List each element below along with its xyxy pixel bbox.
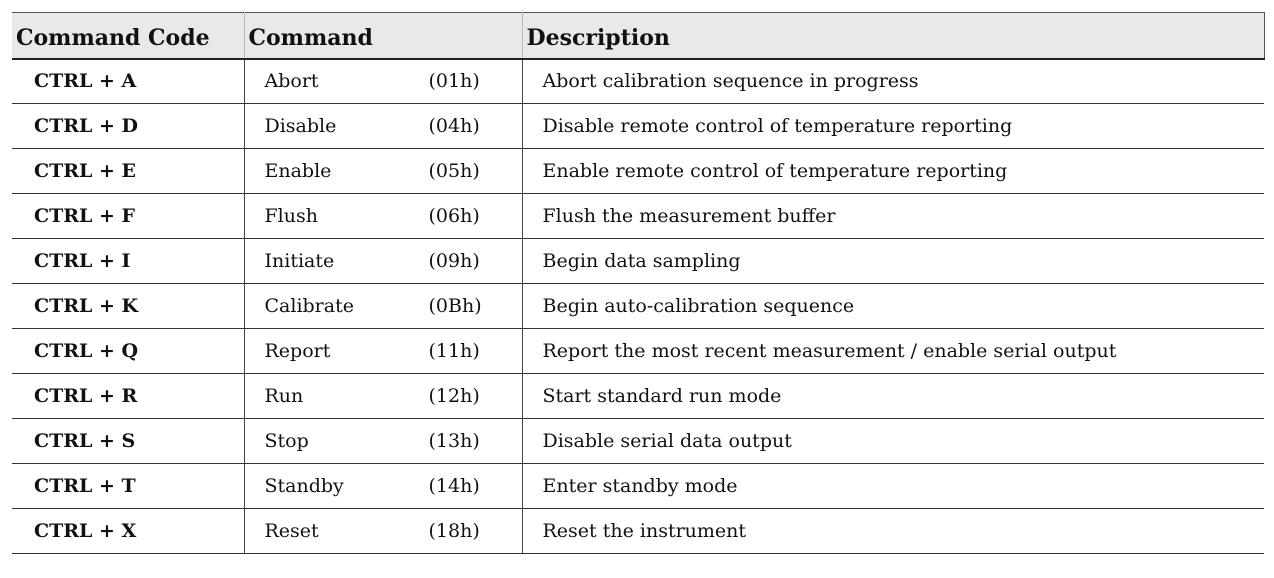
- command-code-cell: CTRL + Q: [12, 328, 245, 374]
- description-cell: Begin auto-calibration sequence: [522, 283, 1264, 329]
- command-code-cell: CTRL + T: [12, 463, 245, 509]
- table-row: CTRL + F Flush (06h) Flush the measurement …: [12, 193, 1264, 239]
- command-name: Stop: [264, 430, 309, 452]
- command-cell: Initiate (09h): [244, 238, 523, 284]
- command-name: Reset: [264, 520, 319, 542]
- command-name: Disable: [264, 115, 337, 137]
- command-code-cell: CTRL + I: [12, 238, 245, 284]
- description-cell: Flush the measurement buffer: [522, 193, 1264, 239]
- command-hex-value: (05h): [428, 160, 480, 182]
- table-row: CTRL + S Stop (13h) Disable serial data out…: [12, 418, 1264, 464]
- command-hex-value: (09h): [428, 250, 480, 272]
- command-name: Flush: [264, 205, 318, 227]
- command-hex-value: (18h): [428, 520, 480, 542]
- table-row: CTRL + E Enable (05h) Enable remote control…: [12, 148, 1264, 194]
- header-command-code: Command Code: [12, 12, 245, 60]
- description-cell: Reset the instrument: [522, 508, 1264, 554]
- description-cell: Enter standby mode: [522, 463, 1264, 509]
- description-cell: Abort calibration sequence in progress: [522, 58, 1264, 104]
- description-cell: Enable remote control of temperature rep…: [522, 148, 1264, 194]
- command-code-cell: CTRL + X: [12, 508, 245, 554]
- description-cell: Report the most recent measurement / ena…: [522, 328, 1264, 374]
- command-hex-value: (04h): [428, 115, 480, 137]
- command-code-cell: CTRL + A: [12, 58, 245, 104]
- header-command: Command: [244, 12, 523, 60]
- table-row: CTRL + Q Report (11h) Report the most recen…: [12, 328, 1264, 374]
- command-code-cell: CTRL + E: [12, 148, 245, 194]
- command-cell: Stop (13h): [244, 418, 523, 464]
- command-hex-value: (0Bh): [428, 295, 482, 317]
- command-hex-value: (12h): [428, 385, 480, 407]
- command-cell: Calibrate (0Bh): [244, 283, 523, 329]
- table-row: CTRL + K Calibrate (0Bh) Begin auto-calibra…: [12, 283, 1264, 329]
- header-row: Command Code Command Description: [12, 12, 1265, 60]
- command-cell: Standby (14h): [244, 463, 523, 509]
- command-hex-value: (06h): [428, 205, 480, 227]
- command-name: Calibrate: [264, 295, 354, 317]
- command-code-cell: CTRL + R: [12, 373, 245, 419]
- table-body: CTRL + A Abort (01h) Abort calibration sequ…: [12, 58, 1264, 554]
- command-name: Report: [264, 340, 331, 362]
- table-row: CTRL + X Reset (18h) Reset the instrument: [12, 508, 1264, 554]
- command-cell: Report (11h): [244, 328, 523, 374]
- command-cell: Reset (18h): [244, 508, 523, 554]
- header-description: Description: [522, 12, 1265, 60]
- command-cell: Flush (06h): [244, 193, 523, 239]
- command-name: Abort: [264, 70, 319, 93]
- description-cell: Disable remote control of temperature re…: [522, 103, 1264, 149]
- table-row: CTRL + I Initiate (09h) Begin data sampling: [12, 238, 1264, 284]
- table-row: CTRL + T Standby (14h) Enter standby mode: [12, 463, 1264, 509]
- command-cell: Disable (04h): [244, 103, 523, 149]
- command-code-cell: CTRL + D: [12, 103, 245, 149]
- command-hex-value: (14h): [428, 475, 480, 497]
- command-hex-value: (01h): [428, 70, 480, 93]
- table-row: CTRL + R Run (12h) Start standard run mode: [12, 373, 1264, 419]
- table-row: CTRL + A Abort (01h) Abort calibration sequ…: [12, 58, 1264, 104]
- command-cell: Abort (01h): [244, 58, 523, 104]
- command-code-cell: CTRL + F: [12, 193, 245, 239]
- description-cell: Begin data sampling: [522, 238, 1264, 284]
- command-hex-value: (13h): [428, 430, 480, 452]
- command-table-container: Command Code Command Description CTRL + …: [12, 12, 1265, 554]
- command-code-cell: CTRL + S: [12, 418, 245, 464]
- command-name: Run: [264, 385, 304, 407]
- command-table: Command Code Command Description CTRL + …: [12, 12, 1265, 554]
- command-cell: Enable (05h): [244, 148, 523, 194]
- description-cell: Start standard run mode: [522, 373, 1264, 419]
- description-cell: Disable serial data output: [522, 418, 1264, 464]
- table-header: Command Code Command Description: [12, 12, 1265, 60]
- command-name: Initiate: [264, 250, 335, 272]
- command-code-cell: CTRL + K: [12, 283, 245, 329]
- command-hex-value: (11h): [428, 340, 480, 362]
- table-row: CTRL + D Disable (04h) Disable remote contr…: [12, 103, 1264, 149]
- command-name: Enable: [264, 160, 332, 182]
- command-cell: Run (12h): [244, 373, 523, 419]
- command-name: Standby: [264, 475, 344, 497]
